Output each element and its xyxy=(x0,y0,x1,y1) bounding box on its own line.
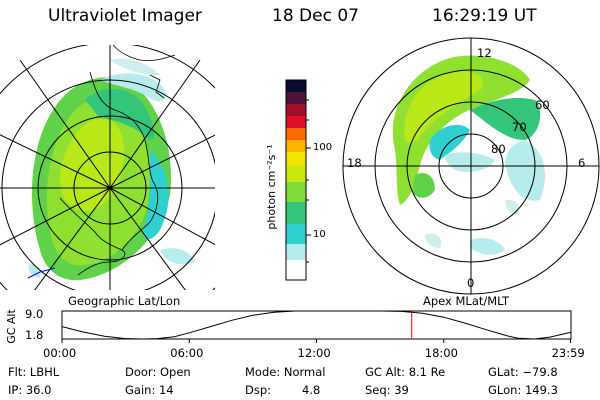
plot-y-label: GC Alt xyxy=(4,309,18,344)
plot-frame xyxy=(61,310,572,340)
instrument-title: Ultraviolet Imager xyxy=(48,6,202,26)
status-ip: IP: 36.0 xyxy=(8,383,52,397)
colorbar-tick-10: 10 xyxy=(313,229,326,240)
image-time: 16:29:19 UT xyxy=(432,6,537,26)
status-seq: Seq: 39 xyxy=(365,383,409,397)
colorbar-tick-100: 100 xyxy=(313,142,333,153)
image-date: 18 Dec 07 xyxy=(272,6,359,26)
mlat-label-70: 70 xyxy=(512,120,527,134)
mlt-label-12: 12 xyxy=(477,46,492,60)
status-filter: Flt: LBHL xyxy=(8,365,60,379)
gc-alt-plot xyxy=(61,310,572,343)
x-tick-marks xyxy=(61,339,572,343)
status-door: Door: Open xyxy=(125,365,191,379)
mlt-label-6: 6 xyxy=(578,156,586,170)
plot-x-tick-label: 00:00 xyxy=(43,346,77,360)
right-map-caption: Apex MLat/MLT xyxy=(423,294,510,308)
plot-x-tick-label: 23:59 xyxy=(551,346,585,360)
mlt-label-0: 0 xyxy=(467,276,475,290)
plot-x-tick-label: 18:00 xyxy=(424,346,458,360)
status-glon: GLon: 149.3 xyxy=(488,383,558,397)
colorbar-unit-label: photon cm⁻²s⁻¹ xyxy=(265,144,278,230)
mlat-label-80: 80 xyxy=(491,142,506,156)
gc-alt-series-line xyxy=(61,310,571,340)
status-dsp-label: Dsp: xyxy=(245,383,272,397)
plot-x-tick-label: 06:00 xyxy=(170,346,204,360)
status-dsp-value: 4.8 xyxy=(302,383,321,397)
left-map-caption: Geographic Lat/Lon xyxy=(68,294,181,308)
plot-y-tick-min: 1.8 xyxy=(25,328,44,342)
status-gc-alt: GC Alt: 8.1 Re xyxy=(365,365,446,379)
geographic-map xyxy=(0,45,215,290)
mlat-label-60: 60 xyxy=(535,98,550,112)
colorbar xyxy=(285,79,311,281)
magnetic-map xyxy=(342,37,600,295)
status-gain: Gain: 14 xyxy=(125,383,174,397)
status-glat: GLat: −79.8 xyxy=(488,365,558,379)
mlt-label-18: 18 xyxy=(347,156,362,170)
plot-y-tick-max: 9.0 xyxy=(25,307,44,321)
plot-x-tick-label: 12:00 xyxy=(297,346,331,360)
status-mode: Mode: Normal xyxy=(245,365,326,379)
